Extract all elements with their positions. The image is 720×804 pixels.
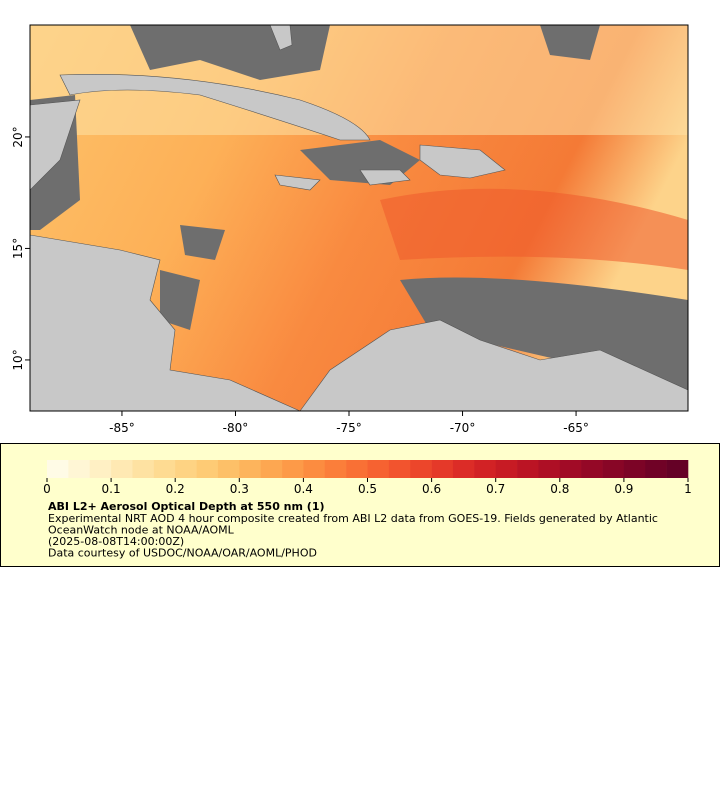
colorbar-swatch [495, 460, 518, 478]
colorbar-tick-label: 0.2 [166, 482, 185, 496]
map-frame [29, 24, 689, 412]
colorbar-swatch [324, 460, 347, 478]
x-tick-label: -65° [563, 421, 589, 435]
colorbar-tick-label: 0.1 [102, 482, 121, 496]
colorbar-tick-label: 0.7 [486, 482, 505, 496]
legend-title: ABI L2+ Aerosol Optical Depth at 550 nm … [48, 500, 325, 513]
colorbar-swatch [196, 460, 219, 478]
colorbar-swatch [666, 460, 689, 478]
colorbar-tick-label: 0.3 [230, 482, 249, 496]
colorbar-tick-label: 1 [684, 482, 692, 496]
x-tick-label: -75° [336, 421, 362, 435]
colorbar-swatch [602, 460, 625, 478]
y-tick-label: 20° [11, 126, 25, 147]
colorbar-swatch [68, 460, 91, 478]
colorbar-swatch [559, 460, 582, 478]
colorbar-tick-label: 0.5 [358, 482, 377, 496]
colorbar-tick-label: 0.4 [294, 482, 313, 496]
colorbar-tick-label: 0.6 [422, 482, 441, 496]
colorbar-swatch [153, 460, 176, 478]
colorbar-swatch [239, 460, 261, 478]
colorbar-swatch [47, 460, 69, 478]
colorbar-swatch [474, 460, 496, 478]
land [30, 25, 688, 411]
colorbar-swatch [388, 460, 411, 478]
map-image [30, 25, 688, 411]
colorbar-swatch [367, 460, 390, 478]
colorbar-swatch [111, 460, 133, 478]
colorbar-swatch [346, 460, 368, 478]
colorbar-swatch [175, 460, 197, 478]
y-tick-label: 10° [11, 349, 25, 370]
colorbar-swatch [217, 460, 240, 478]
colorbar-swatch [303, 460, 326, 478]
colorbar-tick-label: 0.8 [550, 482, 569, 496]
x-tick-label: -80° [223, 421, 249, 435]
aod-plume [380, 188, 688, 270]
legend-line: OceanWatch node at NOAA/AOML [48, 524, 235, 537]
legend-line: (2025-08-08T14:00:00Z) [48, 535, 184, 548]
colorbar-swatch [623, 460, 646, 478]
colorbar-swatch [89, 460, 112, 478]
x-tick-label: -85° [109, 421, 135, 435]
colorbar-swatch [538, 460, 561, 478]
colorbar-tick-label: 0 [43, 482, 51, 496]
colorbar-swatch [517, 460, 539, 478]
legend-line: Experimental NRT AOD 4 hour composite cr… [48, 512, 658, 525]
colorbar-swatch [452, 460, 475, 478]
colorbar-swatch [581, 460, 603, 478]
colorbar-swatch [260, 460, 283, 478]
colorbar-tick-label: 0.9 [614, 482, 633, 496]
colorbar-swatch [132, 460, 155, 478]
legend-line: Data courtesy of USDOC/NOAA/OAR/AOML/PHO… [48, 547, 317, 560]
x-tick-label: -70° [450, 421, 476, 435]
colorbar-swatch [645, 460, 667, 478]
y-tick-label: 15° [11, 238, 25, 259]
colorbar-swatch [410, 460, 432, 478]
colorbar-swatch [431, 460, 454, 478]
colorbar-swatch [282, 460, 304, 478]
